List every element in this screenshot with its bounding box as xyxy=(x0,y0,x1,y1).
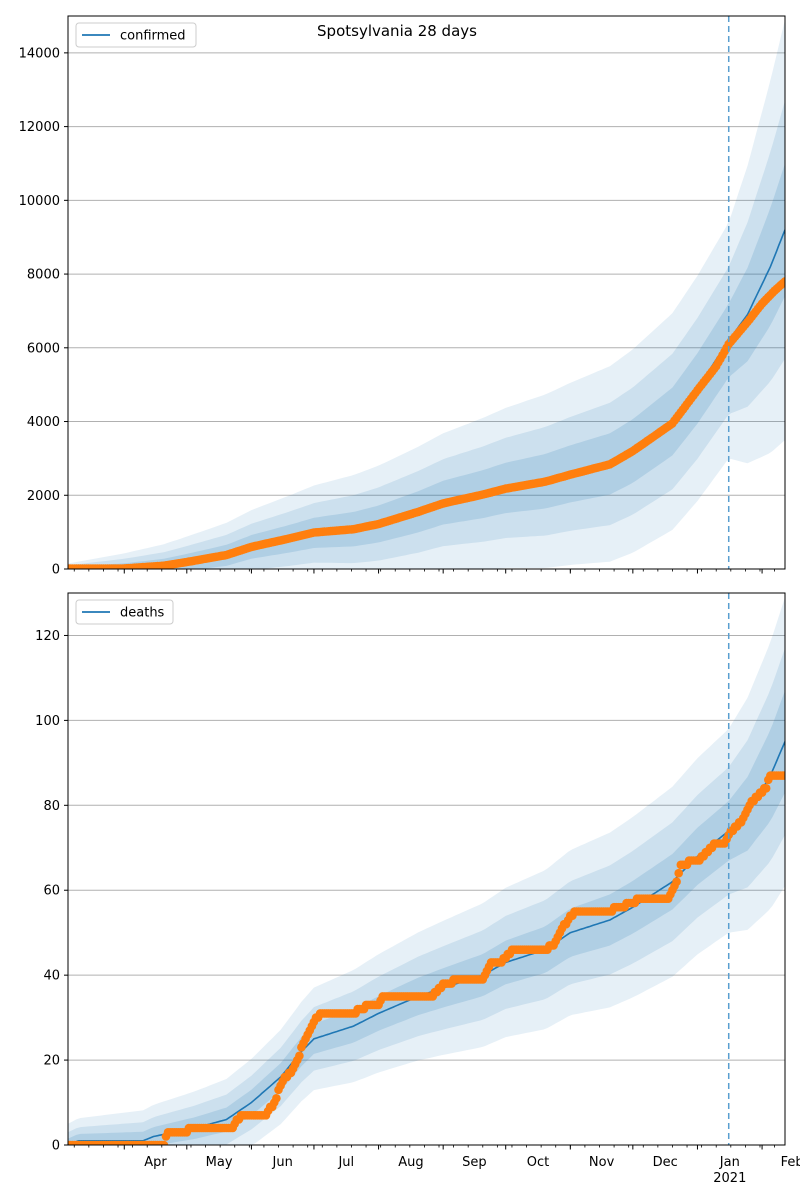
axes-frame xyxy=(67,15,786,570)
x-tick-label: Oct xyxy=(527,1155,549,1170)
y-tick-label: 20 xyxy=(43,1054,60,1069)
observed-point xyxy=(780,771,785,780)
y-tick-label: 8000 xyxy=(27,268,60,283)
axes-frame xyxy=(67,592,786,1146)
x-tick-label: Jan xyxy=(719,1155,740,1170)
uncertainty-band xyxy=(68,690,785,1145)
observed-point xyxy=(780,277,785,286)
x-year-label: 2021 xyxy=(713,1171,746,1186)
x-tick-label: Sep xyxy=(462,1155,487,1170)
plot-area xyxy=(68,19,785,569)
observed-point xyxy=(295,1051,304,1061)
x-tick-label: Nov xyxy=(589,1155,615,1170)
observed-point xyxy=(672,877,681,886)
legend-label: confirmed xyxy=(120,29,186,44)
y-tick-label: 0 xyxy=(52,563,60,578)
y-tick-label: 4000 xyxy=(27,415,60,430)
deaths-panel: 0 20 40 60 80 100 120 Apr May Jun Jul Aug Sep Oct Nov D… xyxy=(35,592,800,1186)
legend: confirmed xyxy=(75,22,197,48)
uncertainty-band xyxy=(68,19,785,569)
figure-title: Spotsylvania 28 days xyxy=(317,22,477,40)
legend-box xyxy=(75,22,197,48)
plot-area xyxy=(68,597,785,1145)
y-tick-label: 0 xyxy=(52,1139,60,1154)
observed-point xyxy=(761,784,771,793)
y-tick-label: 12000 xyxy=(19,120,60,135)
y-tick-label: 10000 xyxy=(19,194,60,209)
y-tick-label: 2000 xyxy=(27,489,60,504)
uncertainty-band xyxy=(68,100,785,569)
x-tick-label: May xyxy=(206,1155,233,1170)
x-tick-label: Dec xyxy=(653,1155,678,1170)
x-tick-label: Apr xyxy=(144,1155,167,1170)
x-tick-label: Feb xyxy=(781,1155,800,1170)
y-tick-label: 40 xyxy=(43,969,60,984)
y-tick-label: 100 xyxy=(35,714,60,729)
x-tick-label: Jun xyxy=(272,1155,293,1170)
legend: deaths xyxy=(75,599,174,625)
y-tick-label: 80 xyxy=(43,799,60,814)
y-tick-label: 6000 xyxy=(27,341,60,356)
observed-point xyxy=(674,868,683,878)
x-tick-label: Jul xyxy=(337,1155,354,1170)
x-tick-label: Aug xyxy=(398,1155,423,1170)
legend-label: deaths xyxy=(120,606,165,621)
observed-point xyxy=(272,1094,281,1103)
y-tick-label: 14000 xyxy=(19,46,60,61)
y-tick-label: 120 xyxy=(35,629,60,644)
confirmed-panel: 0 2000 4000 6000 8000 10000 12000 14000 confirme… xyxy=(19,15,786,578)
uncertainty-band xyxy=(68,597,785,1145)
y-tick-label: 60 xyxy=(43,884,60,899)
observed-point xyxy=(159,1140,169,1145)
legend-box xyxy=(75,599,174,625)
